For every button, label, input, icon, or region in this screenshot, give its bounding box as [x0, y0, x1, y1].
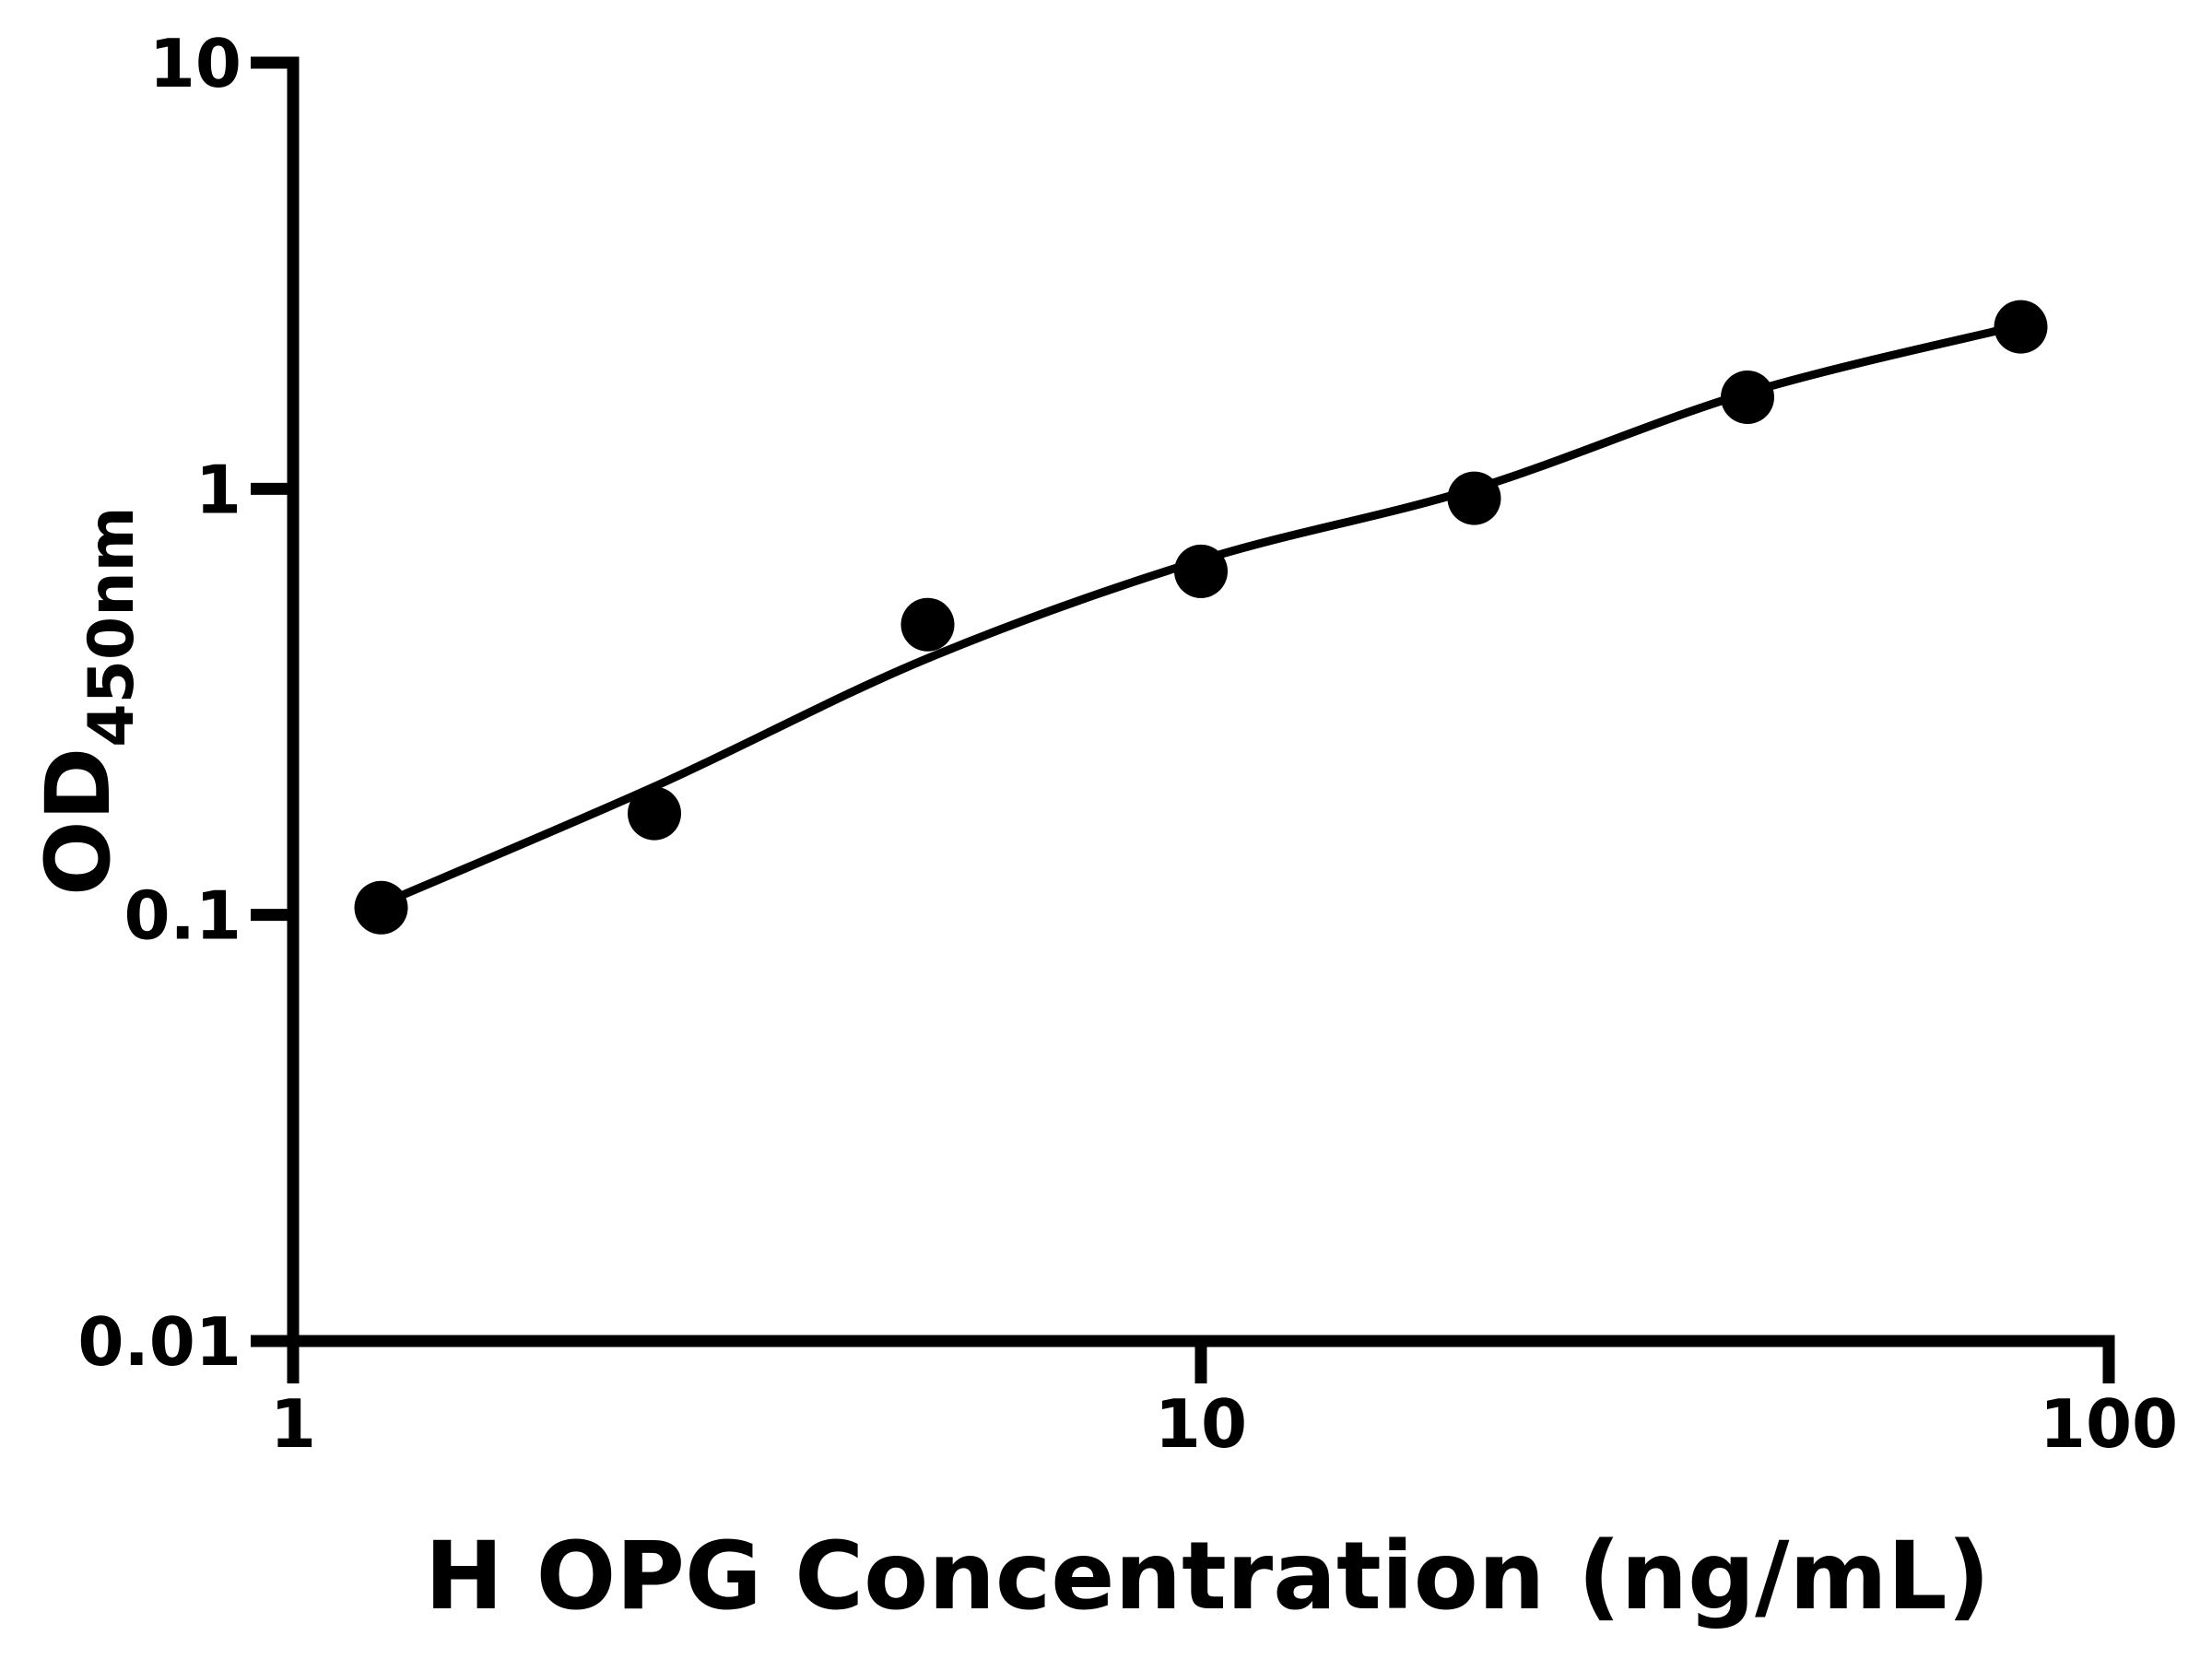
axes-spines — [287, 56, 2115, 1347]
x-axis-title: H OPG Concentration (ng/mL) — [425, 1522, 1991, 1631]
data-points — [354, 300, 2048, 935]
data-point — [1994, 300, 2048, 354]
axis-ticks — [251, 56, 2115, 1383]
data-point — [1174, 544, 1228, 598]
data-point — [900, 597, 955, 652]
y-axis-title: OD450nm — [27, 506, 148, 896]
x-tick-label: 10 — [1155, 1385, 1247, 1463]
data-point — [1447, 471, 1501, 525]
fit-curve-path — [377, 321, 2025, 909]
data-point — [628, 786, 681, 841]
x-tick-label: 1 — [270, 1385, 316, 1463]
y-axis-title-subscript: 450nm — [76, 506, 148, 747]
y-tick-label: 0.1 — [124, 877, 241, 955]
axis-tick-labels: 1 10 100 10 1 0.1 0.01 — [77, 25, 2178, 1463]
data-point — [354, 880, 408, 935]
y-axis-title-main: OD — [27, 747, 130, 896]
y-tick-label: 1 — [195, 451, 241, 528]
y-tick-label: 10 — [149, 25, 241, 102]
y-tick-label: 0.01 — [77, 1303, 241, 1381]
data-point — [1721, 371, 1774, 424]
x-tick-label: 100 — [2040, 1385, 2178, 1463]
